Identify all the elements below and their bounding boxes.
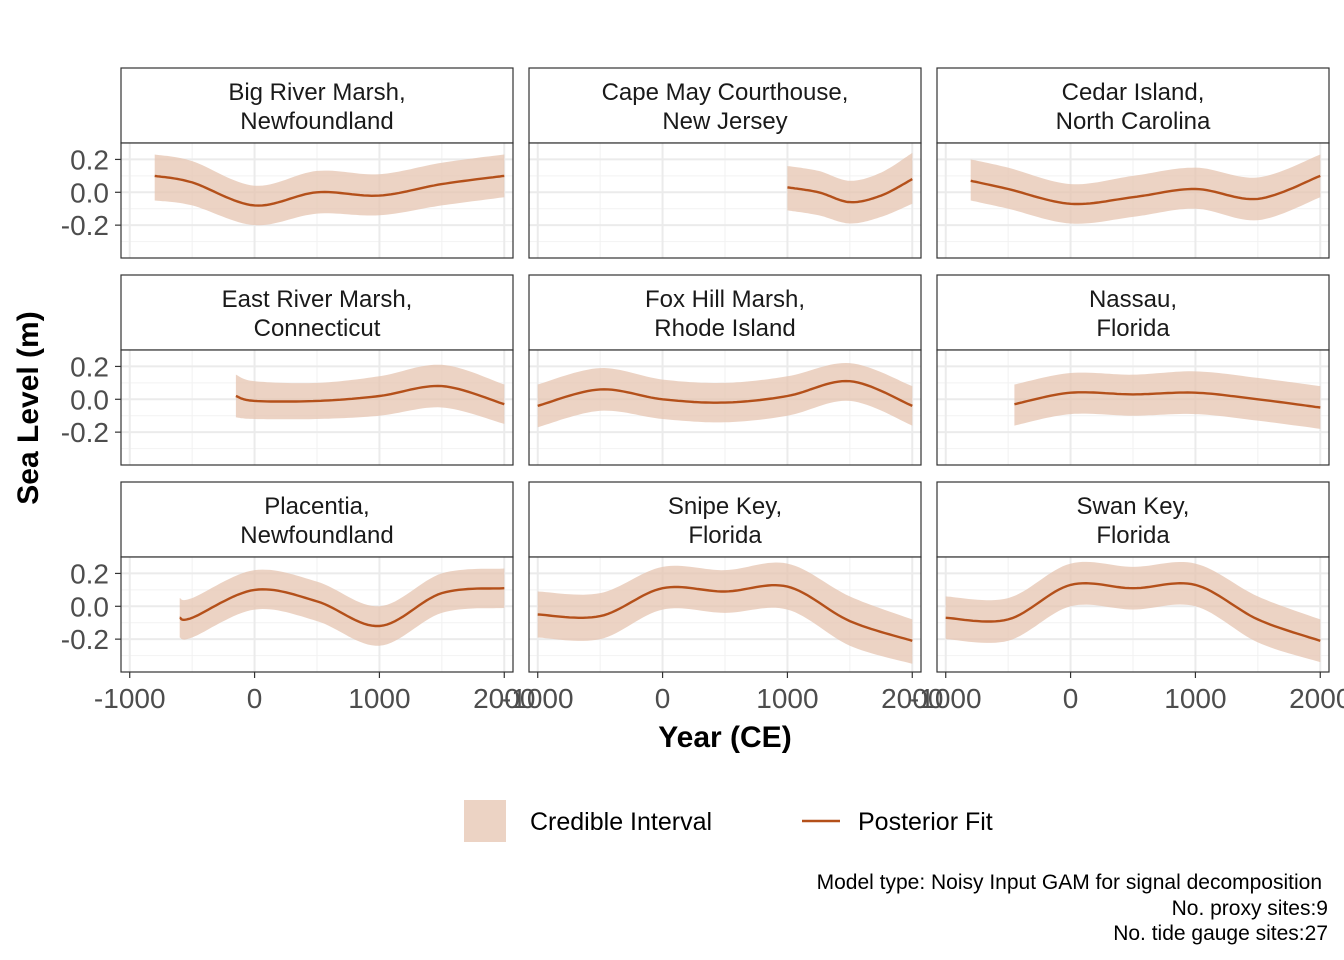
y-tick-label: -0.2 xyxy=(61,624,109,655)
posterior-fit-line xyxy=(537,584,913,642)
credible-interval-band xyxy=(537,562,913,664)
facet-strip xyxy=(528,274,922,351)
legend-band-label: Credible Interval xyxy=(530,808,712,836)
x-tick-label: 2000 xyxy=(1289,683,1344,714)
facet-title-line: Big River Marsh, xyxy=(228,79,405,106)
facet-strip xyxy=(120,274,514,351)
facet-title-line: Florida xyxy=(1096,522,1170,549)
panel-border xyxy=(120,556,514,673)
facet-strip xyxy=(936,481,1330,558)
x-axis-title: Year (CE) xyxy=(658,721,791,754)
facet-title-line: Snipe Key, xyxy=(668,493,782,520)
y-tick-label: 0.0 xyxy=(70,384,109,415)
x-tick-label: 1000 xyxy=(756,683,818,714)
facet-panel: Big River Marsh,Newfoundland -0.20.00.2 xyxy=(61,67,514,259)
y-tick-label: -0.2 xyxy=(61,210,109,241)
x-tick-label: 2000 xyxy=(473,683,535,714)
facet-title-line: Rhode Island xyxy=(654,315,795,342)
facet-title-line: Connecticut xyxy=(254,315,381,342)
credible-interval-band xyxy=(179,568,505,646)
posterior-fit-line xyxy=(235,384,505,406)
facet-title-line: Florida xyxy=(1096,315,1170,342)
facet-panel: Nassau,Florida xyxy=(936,274,1330,466)
panel-border xyxy=(120,142,514,259)
facet-strip xyxy=(120,67,514,144)
credible-interval-band xyxy=(787,152,913,224)
caption-tide-gauge-sites: No. tide gauge sites:27 xyxy=(1113,922,1328,945)
facet-panel: East River Marsh,Connecticut -0.20.00.2 xyxy=(61,274,514,466)
facet-panel: Snipe Key,Florida -1000 0 1000 2000 xyxy=(502,481,943,714)
facet-panel: Cedar Island,North Carolina xyxy=(936,67,1330,259)
x-tick-label: 1000 xyxy=(348,683,410,714)
x-tick-label: 0 xyxy=(1063,683,1079,714)
facet-panel: Placentia,Newfoundland -0.20.00.2 -1000 0 10… xyxy=(61,481,535,714)
facet-title-line: Nassau, xyxy=(1089,286,1177,313)
panel-border xyxy=(120,349,514,466)
facet-title-line: Florida xyxy=(688,522,762,549)
facet-title-line: Newfoundland xyxy=(240,522,393,549)
y-tick-label: 0.2 xyxy=(70,351,109,382)
y-tick-label: 0.0 xyxy=(70,177,109,208)
panel-border xyxy=(936,349,1330,466)
credible-interval-band xyxy=(154,154,505,226)
facet-strip xyxy=(936,67,1330,144)
y-axis-title: Sea Level (m) xyxy=(12,311,45,504)
facet-title-line: Fox Hill Marsh, xyxy=(645,286,805,313)
posterior-fit-line xyxy=(179,587,505,628)
facet-title-line: North Carolina xyxy=(1056,108,1211,135)
y-tick-label: -0.2 xyxy=(61,417,109,448)
credible-interval-band xyxy=(970,154,1321,224)
panel-border xyxy=(528,142,922,259)
panel-border xyxy=(936,556,1330,673)
facet-title-line: Swan Key, xyxy=(1077,493,1190,520)
facet-strip xyxy=(528,481,922,558)
facet-title-line: East River Marsh, xyxy=(222,286,413,313)
x-tick-label: 0 xyxy=(655,683,671,714)
credible-interval-band xyxy=(1014,371,1321,429)
credible-interval-band xyxy=(235,364,505,424)
x-tick-label: 1000 xyxy=(1164,683,1226,714)
posterior-fit-line xyxy=(970,174,1321,206)
x-tick-label: -1000 xyxy=(910,683,982,714)
x-tick-label: 0 xyxy=(247,683,263,714)
legend-line-label: Posterior Fit xyxy=(858,808,993,836)
credible-interval-band xyxy=(537,363,913,428)
panel-border xyxy=(936,142,1330,259)
facet-title-line: Newfoundland xyxy=(240,108,393,135)
facet-panels: Big River Marsh,Newfoundland-0.20.00.2Ca… xyxy=(61,67,1344,714)
x-tick-label: -1000 xyxy=(94,683,166,714)
facet-title-line: Cape May Courthouse, xyxy=(602,79,849,106)
facet-strip xyxy=(120,481,514,558)
x-tick-label: -1000 xyxy=(502,683,574,714)
y-tick-label: 0.2 xyxy=(70,558,109,589)
posterior-fit-line xyxy=(1014,391,1321,409)
legend-band-swatch xyxy=(464,800,506,842)
y-tick-label: 0.2 xyxy=(70,144,109,175)
posterior-fit-line xyxy=(945,581,1321,642)
facet-panel: Swan Key,Florida -1000 0 1000 2000 xyxy=(910,481,1344,714)
posterior-fit-line xyxy=(537,379,913,408)
facet-panel: Cape May Courthouse,New Jersey xyxy=(528,67,922,259)
facet-strip xyxy=(528,67,922,144)
posterior-fit-line xyxy=(787,178,913,204)
x-tick-label: 2000 xyxy=(881,683,943,714)
facet-panel: Fox Hill Marsh,Rhode Island xyxy=(528,274,922,466)
facet-title-line: Cedar Island, xyxy=(1062,79,1205,106)
panel-border xyxy=(528,349,922,466)
facet-title-line: Placentia, xyxy=(264,493,369,520)
facet-title-line: New Jersey xyxy=(662,108,787,135)
credible-interval-band xyxy=(945,561,1321,663)
legend: Credible Interval Posterior Fit xyxy=(464,800,993,842)
caption-proxy-sites: No. proxy sites:9 xyxy=(1172,897,1328,920)
y-tick-label: 0.0 xyxy=(70,591,109,622)
panel-border xyxy=(528,556,922,673)
caption-model-type: Model type: Noisy Input GAM for signal d… xyxy=(817,871,1322,894)
posterior-fit-line xyxy=(154,174,505,207)
caption: Model type: Noisy Input GAM for signal d… xyxy=(817,871,1328,945)
